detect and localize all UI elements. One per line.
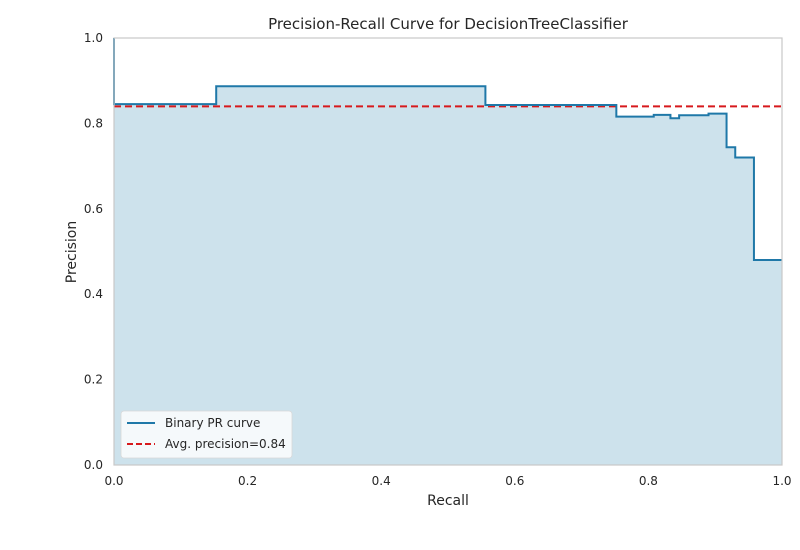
y-tick-label: 0.4 [84, 287, 103, 301]
y-axis-title: Precision [64, 221, 80, 283]
x-tick-label: 0.8 [639, 474, 658, 488]
y-axis-ticks: 0.0 0.2 0.4 0.6 0.8 1.0 [84, 31, 103, 472]
y-tick-label: 0.2 [84, 373, 103, 387]
legend-box [120, 410, 293, 459]
y-tick-label: 0.0 [84, 458, 103, 472]
legend: Binary PR curve Avg. precision=0.84 [120, 410, 293, 459]
legend-label-avg-precision: Avg. precision=0.84 [165, 437, 286, 451]
x-tick-label: 0.2 [238, 474, 257, 488]
pr-curve-fill [114, 38, 782, 465]
chart-title: Precision-Recall Curve for DecisionTreeC… [268, 15, 629, 33]
x-tick-label: 0.4 [372, 474, 391, 488]
pr-curve-line [113, 38, 782, 262]
y-tick-label: 0.8 [84, 116, 103, 130]
y-tick-label: 0.6 [84, 202, 103, 216]
plot-frame [113, 37, 783, 466]
x-tick-label: 1.0 [772, 474, 791, 488]
x-axis-ticks: 0.0 0.2 0.4 0.6 0.8 1.0 [104, 474, 791, 488]
y-tick-label: 1.0 [84, 31, 103, 45]
x-tick-label: 0.0 [104, 474, 123, 488]
x-axis-title: Recall [427, 493, 469, 509]
legend-label-pr-curve: Binary PR curve [165, 416, 260, 430]
x-tick-label: 0.6 [505, 474, 524, 488]
series-layer [113, 38, 782, 465]
